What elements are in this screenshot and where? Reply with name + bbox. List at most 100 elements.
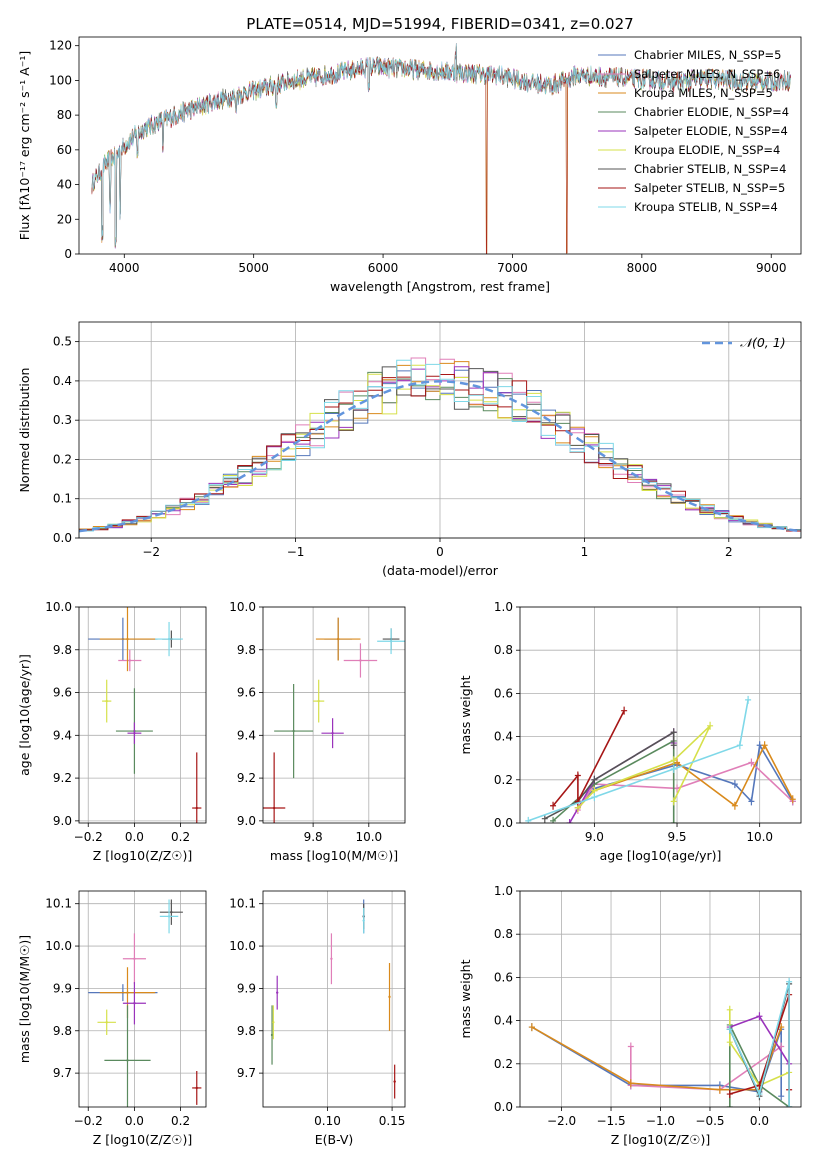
errorbar-point <box>128 659 131 662</box>
errorbar-salpeter-stelib <box>263 752 286 823</box>
x-tick-label: −2 <box>142 545 160 559</box>
errorbar-kroupa-miles <box>315 617 361 661</box>
tick-marks: −2.0 −1.5 −1.0 −0.5 0.0 0.0 0.2 0.4 0.6 0.8 1.0 <box>494 884 769 1128</box>
errorbar-salpeter-elodie <box>276 975 279 1010</box>
errorbar-salpeter-stelib <box>393 1064 396 1099</box>
y-axis-label: mass weight <box>458 959 473 1038</box>
y-tick-label: 40 <box>57 178 72 192</box>
weight-marker <box>726 1038 733 1047</box>
weight-marker <box>726 1005 733 1014</box>
errorbar-kroupa-stelib <box>159 899 179 934</box>
weight-marker <box>591 775 598 784</box>
plot-area <box>525 695 796 823</box>
legend: Chabrier MILES, N_SSP=5 Salpeter MILES, N… <box>598 48 789 214</box>
errorbar-point <box>133 1002 136 1005</box>
x-axis-label: age [log10(age/yr)] <box>600 848 722 863</box>
errorbar-kroupa-elodie <box>97 1009 116 1035</box>
errorbar-point <box>272 1021 275 1024</box>
x-axis-label: (data-model)/error <box>382 563 499 578</box>
plot-area <box>528 977 793 1107</box>
y-tick-label: 9.9 <box>53 981 72 995</box>
errorbar-kroupa-miles <box>388 963 391 1031</box>
y-axis-label: mass [log10(M/M☉)] <box>17 935 32 1063</box>
tick-marks: 0.10 0.15 9.7 9.8 9.9 10.0 10.1 <box>229 897 405 1128</box>
weight-marker <box>621 706 628 715</box>
errorbar-point <box>317 699 320 703</box>
weight-marker <box>748 758 755 767</box>
tick-marks: 4000 5000 6000 7000 8000 9000 0 20 40 60 80 100 120 <box>49 39 786 275</box>
panel-mass-vs-EBV: 0.10 0.15 9.7 9.8 9.9 10.0 10.1 E(B-V) <box>229 890 406 1147</box>
tick-marks: −2 −1 0 1 2 0.0 0.1 0.2 0.3 0.4 0.5 <box>53 335 733 559</box>
weight-marker <box>670 819 677 823</box>
axes-frame <box>262 890 406 1108</box>
y-tick-label: 0.5 <box>53 335 72 349</box>
errorbar-point <box>393 1080 396 1083</box>
weight-marker <box>716 1085 723 1094</box>
y-axis-label: mass weight <box>458 675 473 754</box>
errorbar-chabrier-elodie <box>274 683 314 779</box>
x-axis-label: Z [log10(Z/Z☉)] <box>93 848 193 863</box>
y-tick-label: 0.0 <box>494 816 513 830</box>
legend-label-chabrier-elodie: Chabrier ELODIE, N_SSP=4 <box>634 105 789 119</box>
y-tick-label: 9.4 <box>237 728 256 742</box>
x-tick-label: 0.2 <box>171 830 190 844</box>
x-tick-label: −0.5 <box>695 1114 724 1128</box>
y-tick-label: 0.3 <box>53 413 72 427</box>
y-tick-label: 10.0 <box>45 600 72 614</box>
x-tick-label: 0.10 <box>314 1114 341 1128</box>
weight-marker <box>670 741 677 750</box>
plot-area <box>91 43 791 254</box>
y-tick-label: 100 <box>49 73 72 87</box>
x-tick-label: −1 <box>287 545 305 559</box>
y-tick-label: 0.2 <box>494 773 513 787</box>
errorbar-point <box>331 731 334 735</box>
y-axis-label: Flux [fλ10⁻¹⁷ erg cm⁻² s⁻¹ A⁻¹] <box>17 51 32 240</box>
y-tick-label: 0.0 <box>53 531 72 545</box>
weight-marker <box>726 1103 733 1107</box>
grid-lines <box>520 890 801 1108</box>
y-tick-label: 9.6 <box>53 686 72 700</box>
spectrum-line-kroupa-stelib <box>91 43 791 246</box>
weight-marker <box>627 1079 634 1088</box>
errorbar-point <box>359 659 362 662</box>
errorbar-kroupa-miles <box>99 607 156 672</box>
x-axis-label: wavelength [Angstrom, rest frame] <box>330 279 550 294</box>
panel-age-vs-Z: −0.2 0.0 0.2 9.0 9.2 9.4 9.6 9.8 10.0 Z [log10(Z/… <box>17 600 207 863</box>
tick-marks: −0.2 0.0 0.2 9.0 9.2 9.4 9.6 9.8 10.0 <box>45 600 190 844</box>
panel-age-vs-mass: 9.8 10.0 9.0 9.2 9.4 9.6 9.8 10.0 mass [log10(M/… <box>229 600 406 863</box>
legend-label-kroupa-elodie: Kroupa ELODIE, N_SSP=4 <box>634 143 780 157</box>
weight-marker <box>627 1042 634 1051</box>
axes-frame <box>78 321 802 539</box>
weight-marker <box>731 801 738 810</box>
y-tick-label: 0.8 <box>494 643 513 657</box>
errorbar-point <box>170 910 173 914</box>
y-tick-label: 0.4 <box>494 730 513 744</box>
tick-marks: 9.0 9.5 10.0 0.0 0.2 0.4 0.6 0.8 1.0 <box>494 600 773 844</box>
y-tick-label: 0.6 <box>494 686 513 700</box>
errorbar-point <box>195 806 198 810</box>
errorbar-kroupa-elodie <box>313 679 325 723</box>
x-tick-label: 1 <box>581 545 589 559</box>
weight-marker <box>786 1103 793 1107</box>
y-tick-label: 9.8 <box>53 643 72 657</box>
errorbar-point <box>167 637 171 641</box>
tick-marks: 9.8 10.0 9.0 9.2 9.4 9.6 9.8 10.0 <box>229 600 382 844</box>
weight-marker <box>726 1090 733 1099</box>
weight-marker <box>674 758 681 767</box>
errorbar-point <box>388 995 391 999</box>
errorbar-point <box>126 1059 129 1062</box>
panel-spectrum: 4000 5000 6000 7000 8000 9000 0 20 40 60 80 100 120 w… <box>17 36 802 294</box>
plot-area <box>88 899 202 1107</box>
weight-marker <box>525 816 532 823</box>
errorbar-point <box>105 1021 108 1024</box>
weight-marker <box>761 741 768 750</box>
y-tick-label: 9.7 <box>53 1066 72 1080</box>
panel-mass-weight-vs-Z: −2.0 −1.5 −1.0 −0.5 0.0 0.0 0.2 0.4 0.6 0.8 1.0 Z [… <box>458 884 802 1147</box>
x-tick-label: 10.0 <box>355 830 382 844</box>
weight-marker <box>745 695 752 704</box>
plot-area <box>263 617 405 823</box>
errorbar-point <box>362 919 365 922</box>
y-tick-label: 9.8 <box>237 1024 256 1038</box>
x-tick-label: 0.2 <box>171 1114 190 1128</box>
normal-curve <box>79 380 801 533</box>
